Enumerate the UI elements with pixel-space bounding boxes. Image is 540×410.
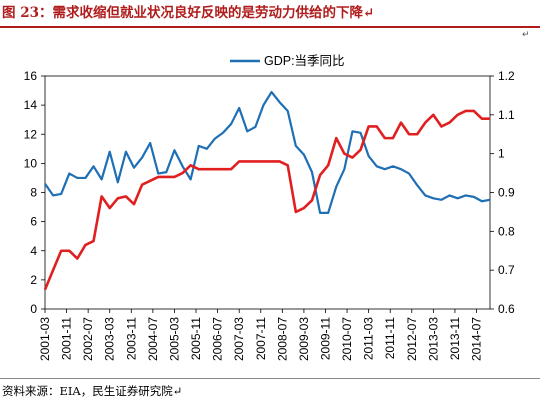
y-left-tick-label: 0 [30, 302, 37, 316]
y-left-tick-label: 2 [30, 273, 37, 287]
y-left-tick-label: 16 [24, 69, 38, 83]
x-tick-label: 2013-03 [426, 317, 440, 361]
source-note: 资料来源：EIA，民生证券研究院↵ [2, 384, 183, 398]
x-tick-label: 2001-03 [38, 317, 52, 361]
x-tick-label: 2007-11 [254, 317, 268, 360]
x-tick-label: 2003-11 [124, 317, 138, 360]
y-left-tick-label: 4 [30, 244, 37, 258]
x-tick-label: 2006-07 [211, 317, 225, 361]
series-layer [43, 90, 491, 291]
x-tick-label: 2010-07 [340, 317, 354, 361]
series-line-red [43, 109, 490, 291]
x-tick-label: 2009-11 [318, 317, 332, 360]
x-tick-label: 2014-07 [470, 317, 484, 361]
legend-label-gdp: GDP:当季同比 [264, 54, 345, 68]
y-left-tick-label: 6 [30, 215, 37, 229]
x-tick-label: 2002-07 [81, 317, 95, 361]
x-tick-label: 2004-07 [146, 317, 160, 361]
y-left-tick-label: 8 [30, 186, 37, 200]
x-tick-label: 2008-07 [275, 317, 289, 361]
y-right-tick-label: 0.7 [498, 263, 515, 277]
y-right-tick-label: 0.6 [498, 302, 515, 316]
x-tick-label: 2011-03 [362, 317, 376, 360]
x-tick-label: 2013-11 [448, 317, 462, 360]
x-tick-label: 2012-07 [405, 317, 419, 361]
y-left-tick-label: 12 [24, 127, 38, 141]
y-right-tick-label: 1.1 [498, 108, 515, 122]
axes: 0 2 4 6 8 10 12 14 16 0.6 0.7 0.8 0.9 1 1.1 1.2 2001-03 2… [24, 69, 515, 361]
dual-axis-line-chart: 0 2 4 6 8 10 12 14 16 0.6 0.7 0.8 0.9 1 1.1 1.2 2001-03 2… [24, 54, 515, 361]
x-tick-label: 2007-03 [232, 317, 246, 361]
x-tick-label: 2009-03 [297, 317, 311, 361]
x-tick-label: 2003-03 [103, 317, 117, 361]
corner-mark: ↵ [522, 30, 530, 40]
y-left-tick-label: 14 [24, 98, 38, 112]
x-tick-label: 2005-11 [189, 317, 203, 360]
source-divider [0, 378, 540, 379]
y-left-tick-label: 10 [24, 156, 38, 170]
series-line-gdp [44, 90, 491, 214]
y-right-tick-label: 1 [498, 147, 505, 161]
x-tick-label: 2001-11 [60, 317, 74, 360]
y-right-tick-label: 1.2 [498, 69, 515, 83]
y-right-tick-label: 0.9 [498, 186, 515, 200]
figure-title: 图 23：需求收缩但就业状况良好反映的是劳动力供给的下降↵ [2, 5, 375, 21]
legend: GDP:当季同比 [230, 54, 345, 68]
title-divider [0, 26, 540, 28]
y-right-tick-label: 0.8 [498, 224, 515, 238]
x-tick-label: 2005-03 [167, 317, 181, 361]
x-tick-label: 2011-11 [383, 317, 397, 360]
